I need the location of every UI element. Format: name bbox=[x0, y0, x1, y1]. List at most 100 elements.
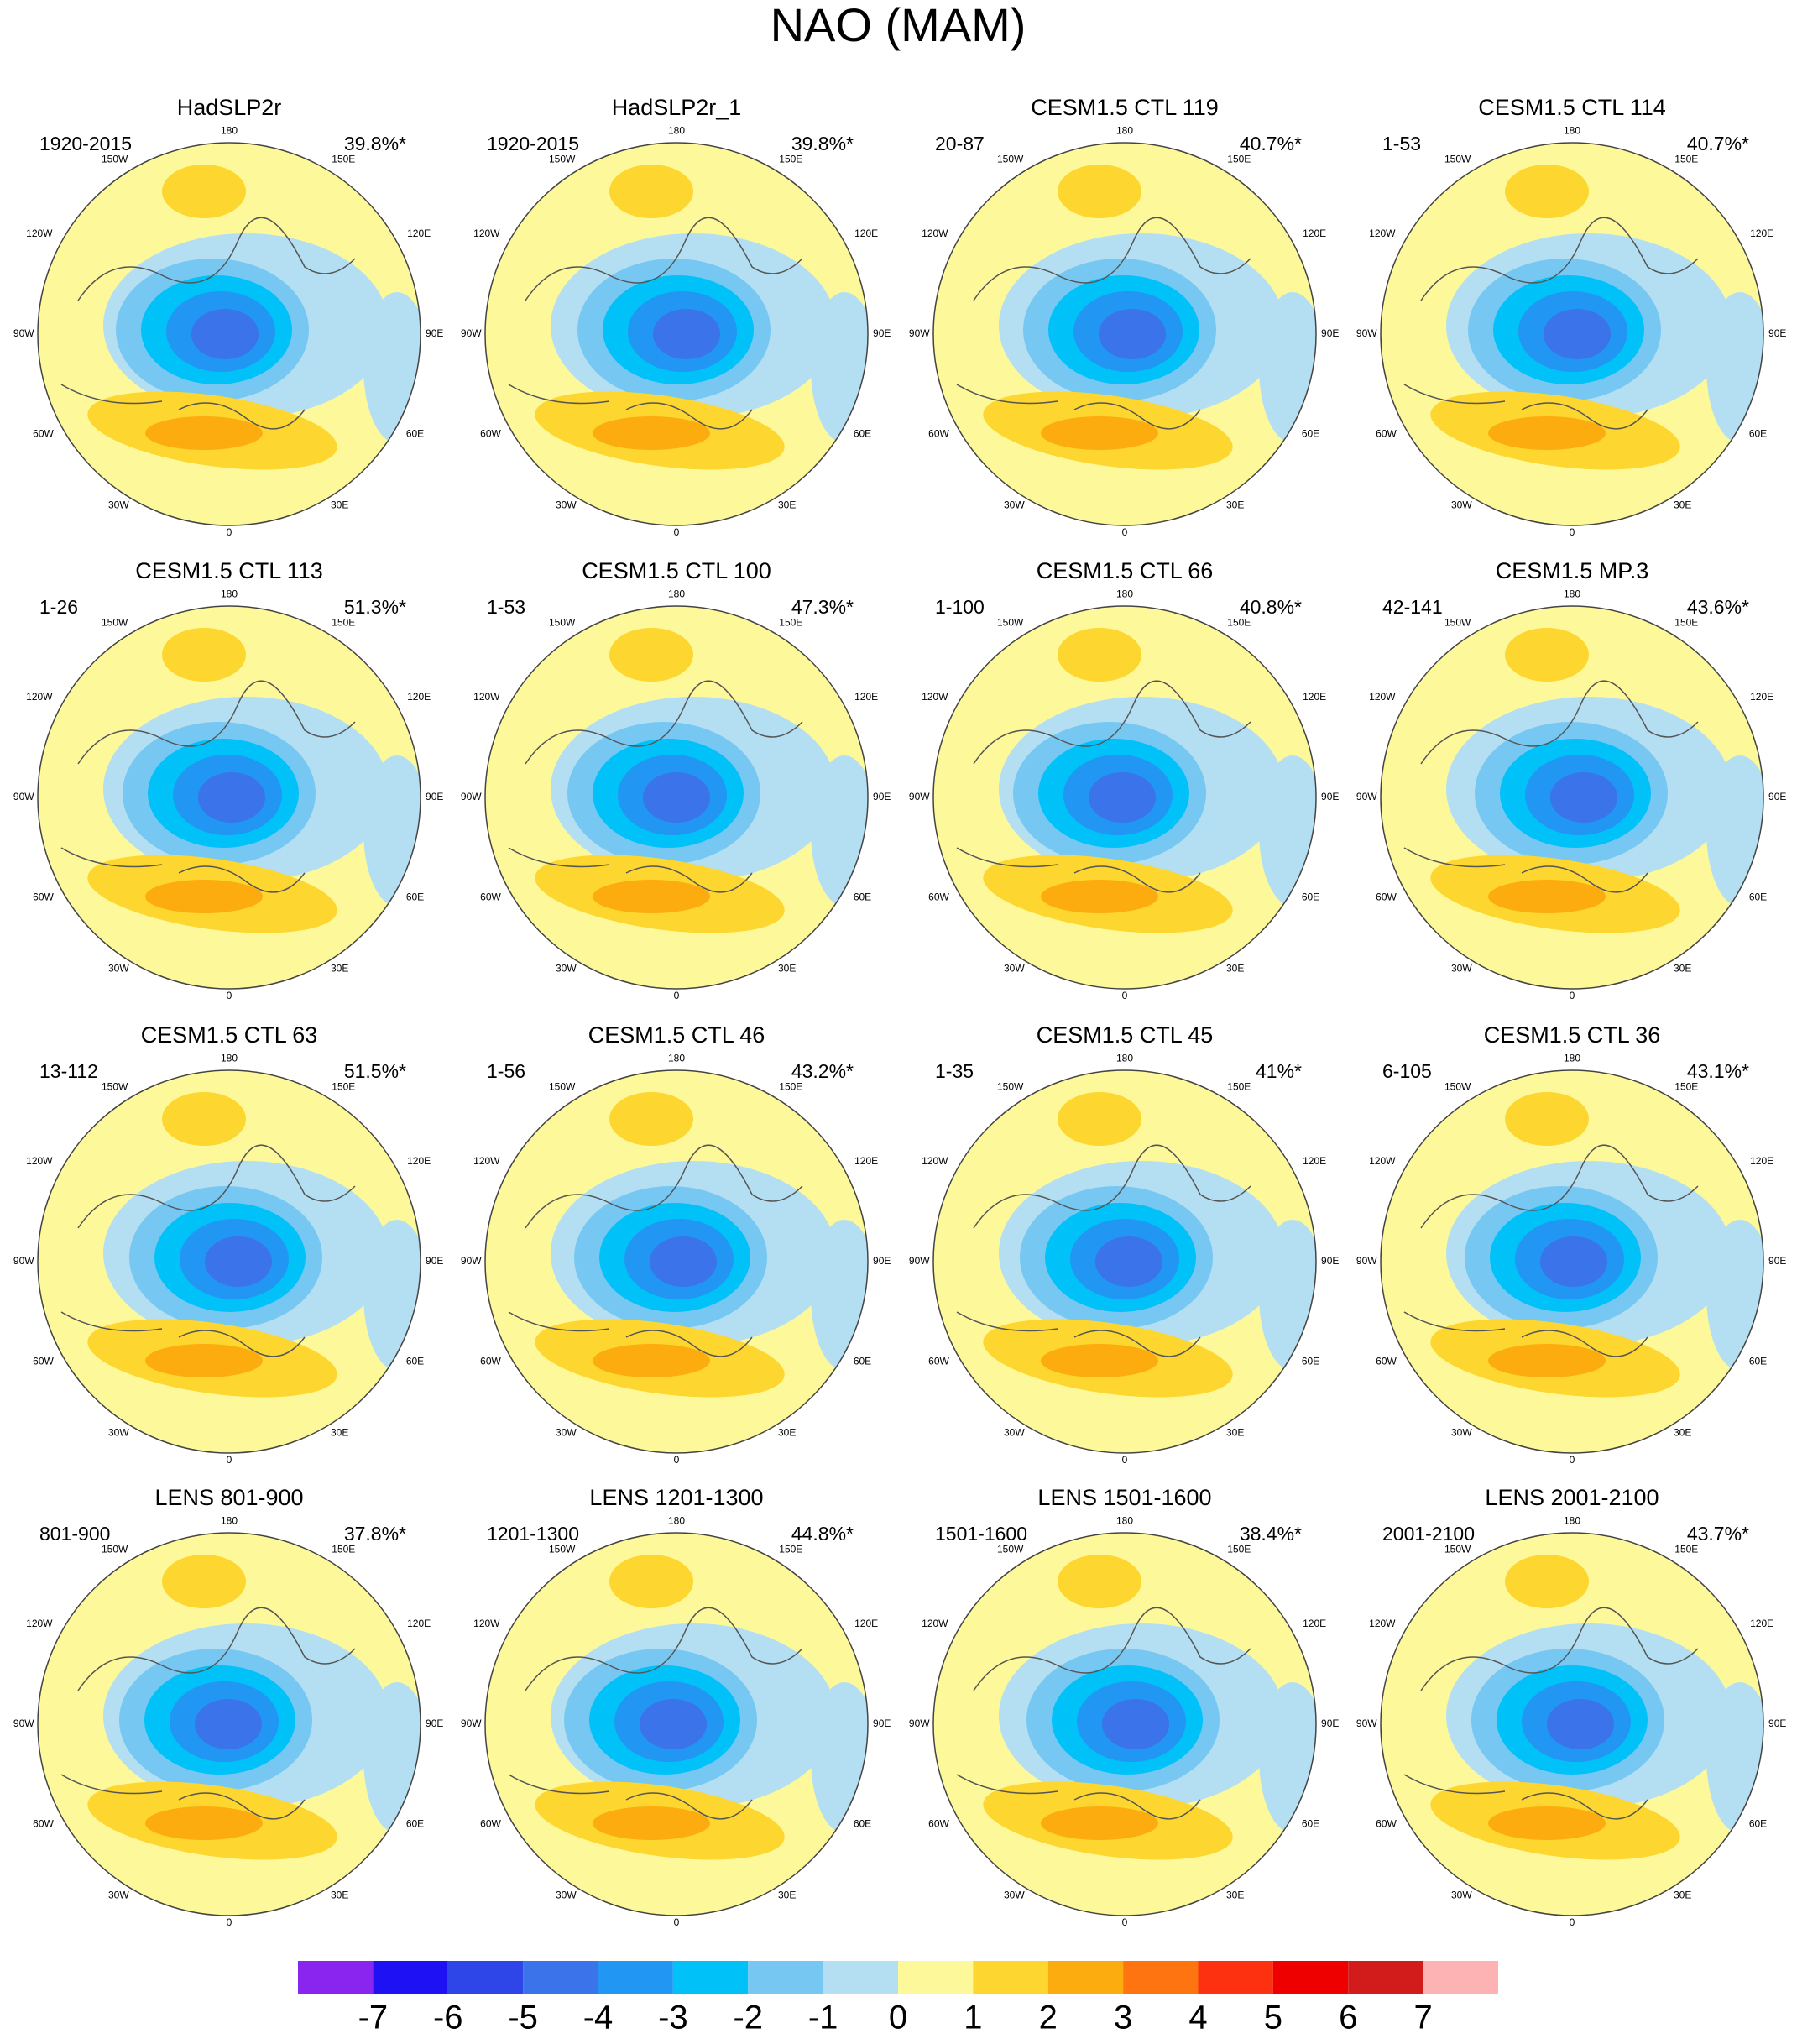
colorbar-label: -5 bbox=[508, 2000, 538, 2036]
anomaly-region bbox=[593, 1344, 710, 1377]
panel-period: 20-87 bbox=[935, 133, 985, 154]
longitude-label: 150W bbox=[1444, 154, 1471, 165]
longitude-label: 30W bbox=[108, 1427, 129, 1439]
longitude-label: 30W bbox=[1451, 963, 1472, 975]
longitude-label: 120W bbox=[473, 227, 500, 239]
longitude-label: 0 bbox=[1122, 1454, 1128, 1466]
panel-percent: 47.3%* bbox=[791, 596, 854, 618]
longitude-label: 90W bbox=[461, 1255, 482, 1267]
panel-period: 6-105 bbox=[1382, 1060, 1432, 1082]
longitude-label: 0 bbox=[1570, 1916, 1575, 1928]
longitude-label: 30E bbox=[331, 963, 348, 975]
anomaly-region bbox=[363, 292, 421, 443]
panel-period: 2001-2100 bbox=[1382, 1523, 1475, 1545]
panel-period: 1-100 bbox=[935, 596, 985, 618]
colorbar-label: -2 bbox=[733, 2000, 763, 2036]
longitude-label: 150W bbox=[102, 1544, 128, 1555]
longitude-label: 60E bbox=[854, 891, 871, 902]
longitude-label: 180 bbox=[1564, 588, 1580, 600]
map-outline bbox=[1380, 1069, 1764, 1454]
panel-percent: 43.6%* bbox=[1687, 596, 1749, 618]
longitude-label: 150W bbox=[549, 1544, 576, 1555]
anomaly-region bbox=[198, 772, 265, 823]
anomaly-region bbox=[609, 628, 693, 682]
coastline bbox=[508, 1607, 803, 1820]
coastline bbox=[60, 1144, 356, 1357]
map-outline bbox=[484, 142, 869, 526]
panel-percent: 51.3%* bbox=[344, 596, 406, 618]
panel-percent: 37.8%* bbox=[344, 1523, 406, 1545]
longitude-label: 60E bbox=[1302, 1817, 1319, 1829]
longitude-label: 60W bbox=[928, 891, 949, 902]
anomaly-region bbox=[1058, 1555, 1141, 1608]
longitude-label: 0 bbox=[227, 1454, 232, 1466]
panel-percent: 40.7%* bbox=[1240, 133, 1302, 154]
longitude-label: 180 bbox=[221, 1053, 238, 1064]
longitude-label: 60E bbox=[1749, 427, 1767, 439]
coastline bbox=[1403, 680, 1699, 893]
panel-percent: 39.8%* bbox=[344, 133, 406, 154]
panel-title: CESM1.5 CTL 36 bbox=[1484, 1022, 1661, 1048]
map bbox=[485, 1533, 868, 1916]
anomaly-region bbox=[609, 165, 693, 218]
anomaly-region bbox=[1544, 309, 1611, 359]
longitude-label: 150W bbox=[997, 617, 1024, 629]
longitude-label: 0 bbox=[227, 526, 232, 538]
colorbar-box bbox=[898, 1961, 974, 1994]
coastline bbox=[956, 1144, 1251, 1357]
longitude-label: 180 bbox=[1116, 1053, 1133, 1064]
panel-percent: 38.4%* bbox=[1240, 1523, 1302, 1545]
longitude-label: 90E bbox=[1321, 1255, 1339, 1267]
coastline bbox=[1403, 217, 1699, 430]
longitude-label: 180 bbox=[221, 125, 238, 137]
colorbar-label: 7 bbox=[1414, 2000, 1433, 2036]
longitude-label: 90W bbox=[909, 1717, 930, 1729]
map-outline bbox=[37, 142, 421, 526]
panel-period: 1-35 bbox=[935, 1060, 974, 1082]
longitude-label: 150E bbox=[1674, 154, 1698, 165]
anomaly-region bbox=[811, 755, 868, 907]
longitude-label: 180 bbox=[1564, 1053, 1580, 1064]
map-outline bbox=[932, 142, 1317, 526]
colorbar-label: -7 bbox=[358, 2000, 389, 2036]
map bbox=[933, 1070, 1316, 1453]
longitude-label: 90W bbox=[1356, 1717, 1377, 1729]
longitude-label: 150W bbox=[549, 154, 576, 165]
longitude-label: 150W bbox=[997, 154, 1024, 165]
longitude-label: 30W bbox=[1451, 499, 1472, 511]
longitude-label: 120W bbox=[922, 227, 948, 239]
longitude-label: 60W bbox=[480, 1355, 501, 1367]
map bbox=[933, 1533, 1316, 1916]
longitude-label: 120E bbox=[407, 691, 431, 703]
longitude-label: 60W bbox=[33, 1355, 54, 1367]
longitude-label: 30E bbox=[778, 1890, 796, 1901]
coastline bbox=[60, 217, 356, 430]
longitude-label: 150W bbox=[1444, 1081, 1471, 1093]
map-outline bbox=[1380, 1532, 1764, 1916]
panel-title: CESM1.5 CTL 119 bbox=[1031, 95, 1219, 120]
longitude-label: 150E bbox=[332, 154, 355, 165]
longitude-label: 60E bbox=[1749, 891, 1767, 902]
longitude-label: 120W bbox=[473, 1618, 500, 1629]
longitude-label: 30E bbox=[1674, 963, 1691, 975]
longitude-label: 120W bbox=[1369, 1155, 1396, 1167]
anomaly-region bbox=[653, 309, 720, 359]
anomaly-region bbox=[162, 165, 246, 218]
longitude-label: 60E bbox=[1749, 1817, 1767, 1829]
longitude-label: 90W bbox=[13, 327, 34, 339]
anomaly-region bbox=[1706, 755, 1763, 907]
anomaly-region bbox=[811, 1682, 868, 1833]
panel-period: 1920-2015 bbox=[487, 133, 579, 154]
panel-period: 1201-1300 bbox=[487, 1523, 579, 1545]
longitude-label: 0 bbox=[1570, 1454, 1575, 1466]
anomaly-region bbox=[643, 772, 710, 823]
panel-period: 1-56 bbox=[487, 1060, 525, 1082]
anomaly-region bbox=[162, 628, 246, 682]
longitude-label: 120E bbox=[1750, 691, 1773, 703]
longitude-label: 30W bbox=[108, 499, 129, 511]
longitude-label: 60W bbox=[928, 1817, 949, 1829]
longitude-label: 180 bbox=[1116, 588, 1133, 600]
longitude-label: 150W bbox=[102, 154, 128, 165]
longitude-label: 30E bbox=[778, 1427, 796, 1439]
map bbox=[933, 606, 1316, 989]
